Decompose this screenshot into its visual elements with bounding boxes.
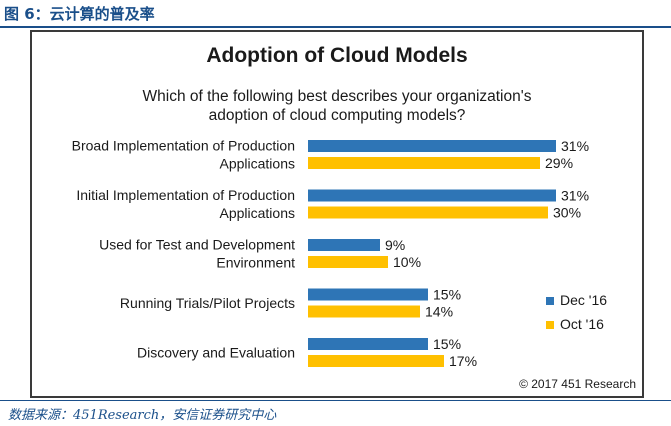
category-label: Used for Test and Development: [99, 237, 295, 253]
bar-oct-16: [308, 256, 388, 268]
chart-title: Adoption of Cloud Models: [206, 44, 467, 67]
chart-subtitle-line-2: adoption of cloud computing models?: [209, 107, 466, 124]
copyright-note: © 2017 451 Research: [519, 377, 636, 391]
bar-oct-16: [308, 305, 420, 318]
category-label: Environment: [216, 255, 295, 271]
bar-dec-16: [308, 140, 556, 152]
data-label: 15%: [433, 336, 461, 352]
category-label: Broad Implementation of Production: [72, 138, 295, 154]
legend-swatch: [546, 321, 554, 329]
bar-dec-16: [308, 189, 556, 202]
category-label: Running Trials/Pilot Projects: [120, 295, 295, 311]
data-label: 31%: [561, 138, 589, 154]
data-label: 31%: [561, 188, 589, 204]
bar-dec-16: [308, 338, 428, 350]
top-divider: [0, 26, 671, 28]
source-note: 数据来源：451Research，安信证券研究中心: [8, 408, 277, 423]
data-label: 17%: [449, 353, 477, 369]
data-label: 14%: [425, 304, 453, 320]
legend: Dec '16 Oct '16: [546, 292, 607, 332]
bar-dec-16: [308, 288, 428, 301]
bottom-divider: [0, 400, 671, 401]
data-label: 15%: [433, 287, 461, 303]
legend-label: Oct '16: [560, 316, 604, 332]
category-label: Initial Implementation of Production: [76, 187, 295, 203]
bar-oct-16: [308, 206, 548, 219]
bars-layer: Broad Implementation of Production Applic…: [72, 138, 589, 370]
category-label: Applications: [220, 156, 296, 172]
data-label: 29%: [545, 155, 573, 171]
figure-title: 图 6：云计算的普及率: [4, 5, 155, 23]
bar-dec-16: [308, 239, 380, 251]
chart-subtitle-line-1: Which of the following best describes yo…: [143, 88, 532, 105]
data-label: 10%: [393, 254, 421, 270]
data-label: 9%: [385, 237, 405, 253]
bar-oct-16: [308, 157, 540, 169]
category-label: Discovery and Evaluation: [137, 345, 295, 361]
bar-oct-16: [308, 355, 444, 367]
data-label: 30%: [553, 205, 581, 221]
legend-swatch: [546, 297, 554, 305]
legend-label: Dec '16: [560, 292, 607, 308]
category-label: Applications: [220, 205, 296, 221]
